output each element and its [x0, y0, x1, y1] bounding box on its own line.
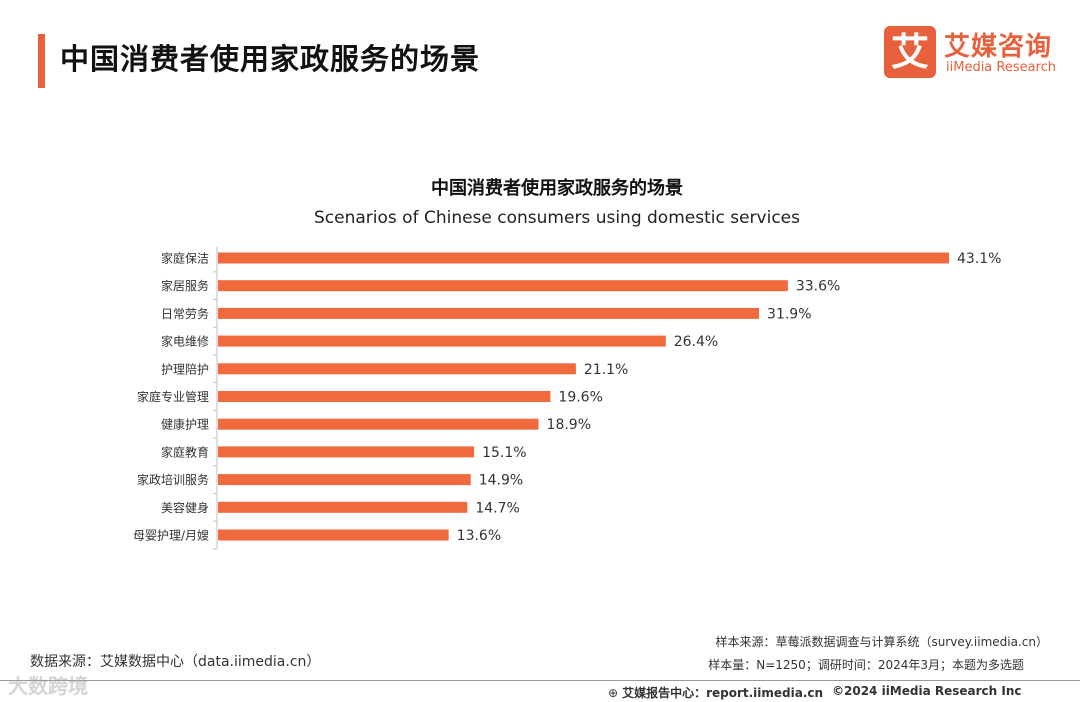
bar	[218, 307, 760, 319]
value-label: 14.9%	[479, 473, 523, 489]
page-title: 中国消费者使用家政服务的场景	[60, 42, 481, 76]
globe-icon: ⊕	[608, 686, 619, 700]
value-label: 31.9%	[767, 306, 811, 322]
category-label: 家庭专业管理	[137, 389, 209, 404]
category-label: 健康护理	[161, 417, 209, 432]
bar	[218, 501, 468, 513]
category-label: 家庭保洁	[161, 251, 209, 266]
value-label: 33.6%	[796, 279, 840, 295]
data-source: 数据来源：艾媒数据中心（data.iimedia.cn）	[30, 654, 321, 670]
category-label: 家政培训服务	[137, 472, 209, 487]
category-label: 母婴护理/月嫂	[133, 529, 209, 543]
report-center-text: 艾媒报告中心：report.iimedia.cn	[622, 686, 824, 700]
logo-cn-text: 艾媒咨询	[944, 32, 1053, 62]
value-label: 13.6%	[457, 528, 501, 544]
sample-size: 样本量：N=1250；调研时间：2024年3月；本题为多选题	[708, 658, 1024, 672]
sample-source: 样本来源：草莓派数据调查与计算系统（survey.iimedia.cn）	[715, 635, 1048, 649]
footer-divider	[0, 680, 1080, 681]
report-center: ⊕ 艾媒报告中心：report.iimedia.cn	[608, 684, 823, 701]
bar	[218, 418, 539, 430]
category-label: 护理陪护	[161, 361, 209, 376]
bar	[218, 335, 666, 347]
logo-mark: 艾	[884, 26, 936, 78]
value-label: 19.6%	[558, 390, 602, 406]
value-label: 15.1%	[482, 445, 526, 461]
bar	[218, 529, 449, 541]
watermark: 大数跨境	[8, 674, 88, 698]
bar	[218, 252, 949, 264]
chart-title: 中国消费者使用家政服务的场景	[431, 178, 683, 199]
chart-subtitle: Scenarios of Chinese consumers using dom…	[314, 208, 800, 228]
title-accent-bar	[38, 34, 45, 88]
bar	[218, 446, 475, 458]
value-label: 21.1%	[584, 362, 628, 378]
bar	[218, 474, 471, 486]
category-label: 美容健身	[161, 500, 209, 515]
bar	[218, 363, 576, 375]
category-label: 家电维修	[161, 334, 209, 349]
category-label: 家居服务	[161, 278, 209, 293]
value-label: 26.4%	[674, 334, 718, 350]
value-label: 18.9%	[547, 417, 591, 433]
bar	[218, 391, 551, 402]
category-label: 日常劳务	[161, 306, 209, 321]
copyright: ©2024 iiMedia Research Inc	[832, 684, 1022, 698]
category-label: 家庭教育	[161, 444, 209, 459]
iimedia-logo: 艾 艾媒咨询 iiMedia Research	[884, 26, 1064, 80]
value-label: 14.7%	[475, 500, 519, 516]
bar	[218, 280, 788, 292]
value-label: 43.1%	[957, 251, 1001, 267]
logo-en-text: iiMedia Research	[946, 60, 1057, 75]
